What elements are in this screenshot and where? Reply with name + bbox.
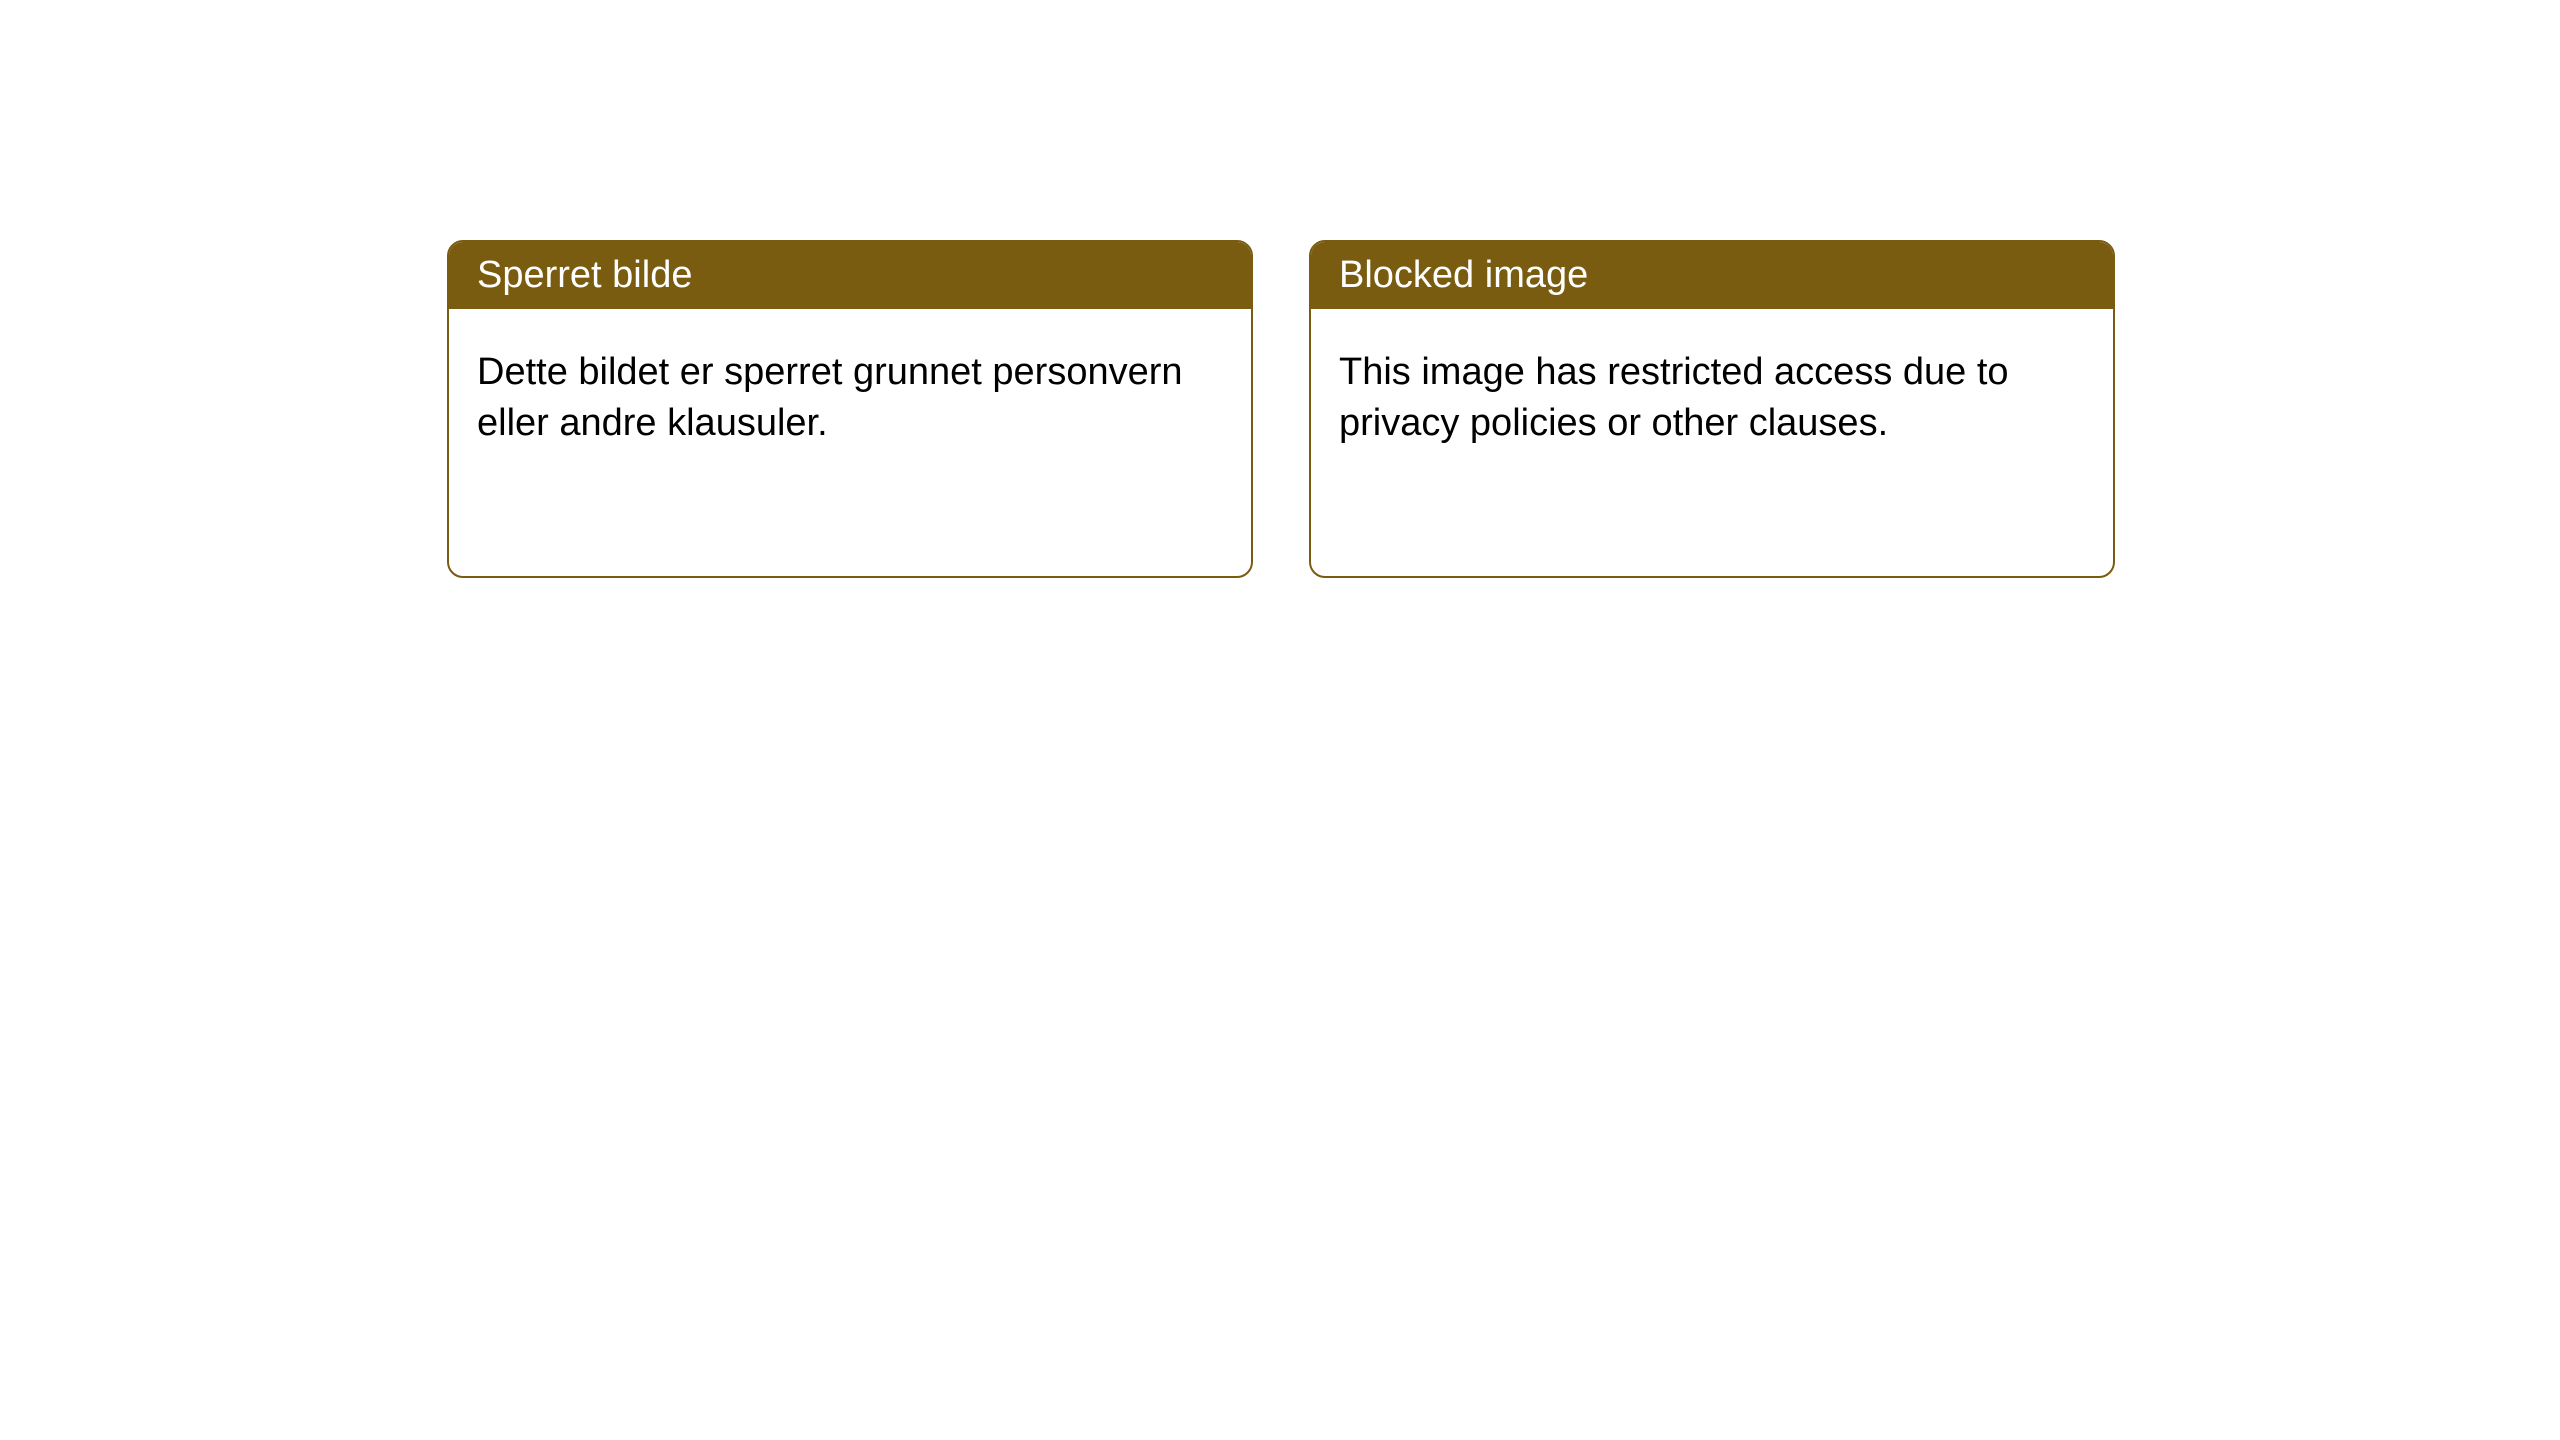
notice-body: Dette bildet er sperret grunnet personve… bbox=[449, 309, 1251, 488]
notice-header: Sperret bilde bbox=[449, 242, 1251, 309]
notice-header: Blocked image bbox=[1311, 242, 2113, 309]
notice-card-norwegian: Sperret bilde Dette bildet er sperret gr… bbox=[447, 240, 1253, 578]
notice-message: Dette bildet er sperret grunnet personve… bbox=[477, 351, 1183, 444]
notice-body: This image has restricted access due to … bbox=[1311, 309, 2113, 488]
notice-card-english: Blocked image This image has restricted … bbox=[1309, 240, 2115, 578]
notice-container: Sperret bilde Dette bildet er sperret gr… bbox=[0, 0, 2560, 578]
notice-title: Blocked image bbox=[1339, 254, 1588, 296]
notice-message: This image has restricted access due to … bbox=[1339, 351, 2009, 444]
notice-title: Sperret bilde bbox=[477, 254, 692, 296]
